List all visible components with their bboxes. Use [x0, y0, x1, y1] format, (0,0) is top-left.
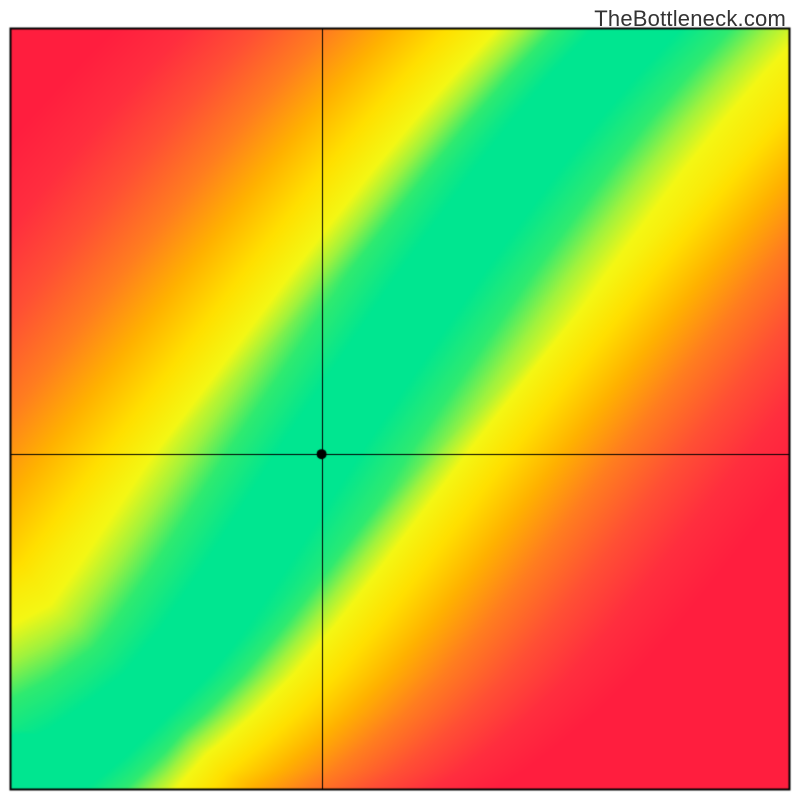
- chart-container: TheBottleneck.com: [0, 0, 800, 800]
- bottleneck-heatmap: [0, 0, 800, 800]
- watermark-text: TheBottleneck.com: [594, 6, 786, 32]
